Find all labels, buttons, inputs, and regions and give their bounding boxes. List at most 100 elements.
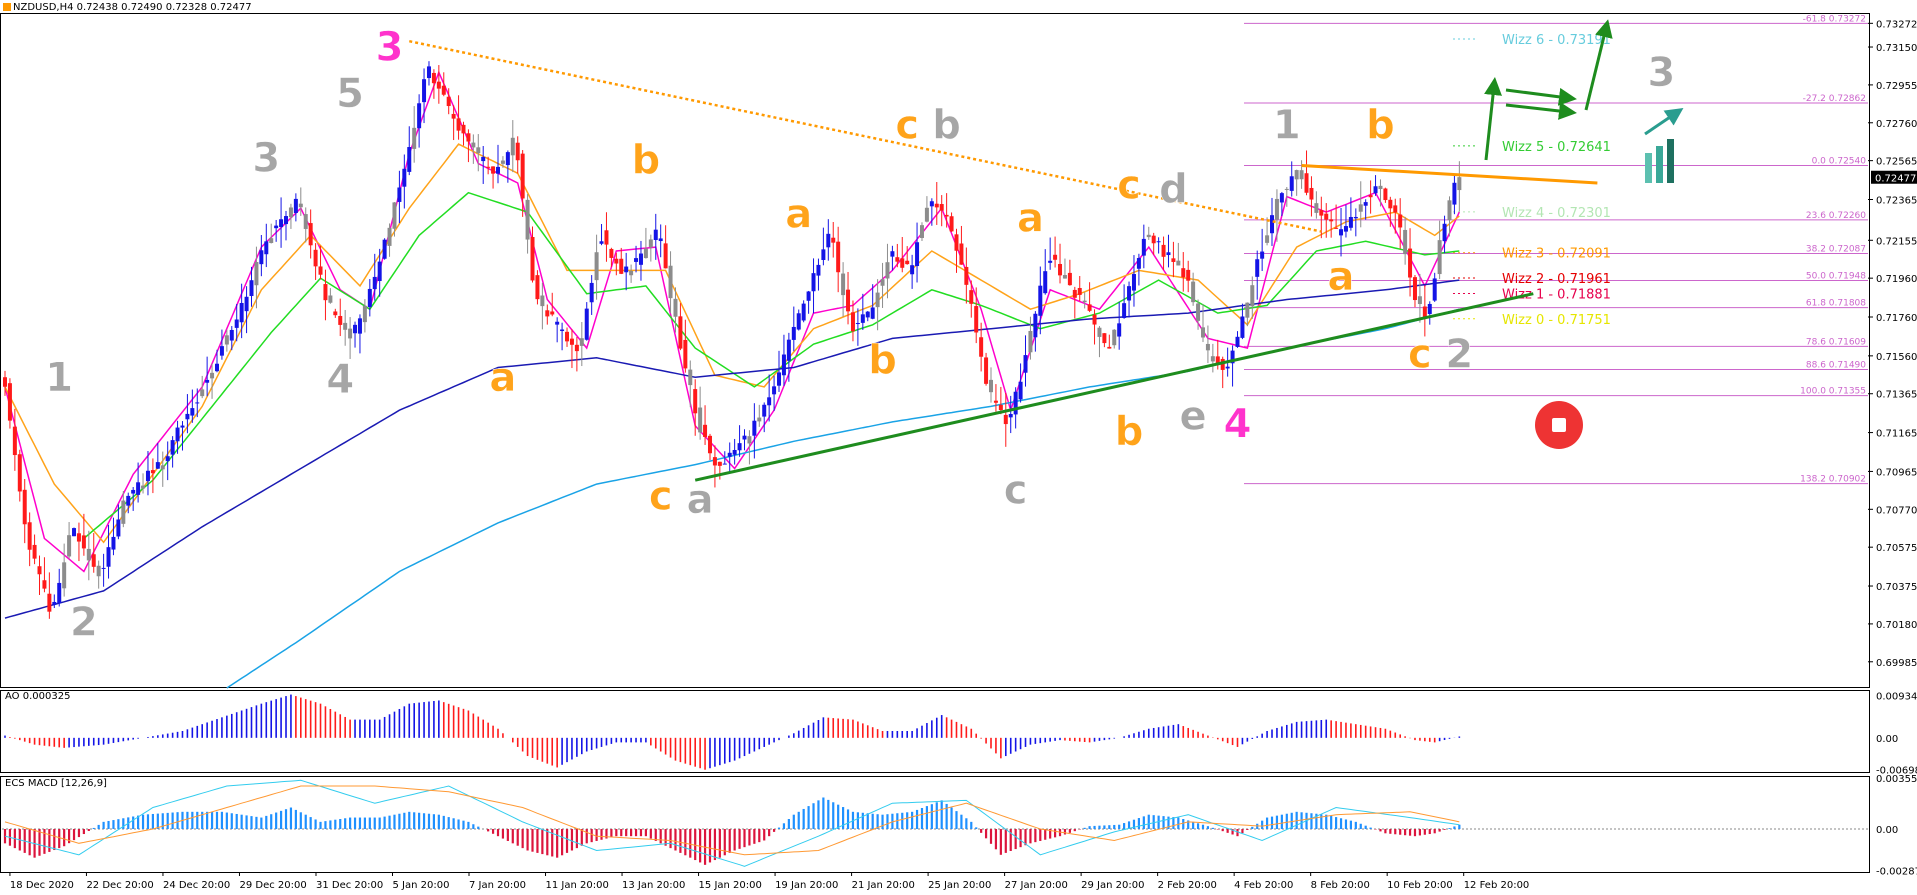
time-axis: 18 Dec 2020 22 Dec 20:00 24 Dec 20:00 29 De… <box>9 872 1529 891</box>
wave-label: a <box>1017 196 1044 242</box>
candle-body <box>446 96 451 107</box>
fib-label: 88.6 0.71490 <box>1806 360 1866 370</box>
candle-body <box>62 562 67 589</box>
macd-tick-label: -0.002878 <box>1876 866 1917 877</box>
candle-body <box>244 296 249 312</box>
candle-body <box>1072 289 1077 298</box>
candle-body <box>555 321 560 325</box>
y-tick-label: 0.71165 <box>1876 429 1917 440</box>
x-tick-label: 31 Dec 20:00 <box>316 880 383 891</box>
candle-body <box>224 335 229 345</box>
candle-body <box>688 369 693 386</box>
candle-body <box>737 443 742 451</box>
candle-body <box>653 229 658 240</box>
candle-body <box>1013 391 1018 415</box>
ao-tick-label: 0.00934 <box>1876 691 1917 702</box>
candle-body <box>801 303 806 321</box>
candle-body <box>1378 185 1383 190</box>
candle-body <box>47 593 52 612</box>
y-tick-label: 0.71560 <box>1876 352 1917 363</box>
candle-body <box>895 257 900 262</box>
wizz-label: Wizz 4 - 0.72301 <box>1502 206 1611 221</box>
wave-label: a <box>1328 254 1355 300</box>
candle-body <box>1062 275 1067 279</box>
candle-body <box>96 565 101 577</box>
candle-body <box>407 147 412 172</box>
candle-body <box>298 203 303 208</box>
candle-body <box>1131 274 1136 291</box>
candle-body <box>900 258 905 268</box>
candle-body <box>984 357 989 384</box>
candle-body <box>993 400 998 403</box>
candle-body <box>584 308 589 340</box>
fib-label: 23.6 0.72260 <box>1806 211 1866 221</box>
y-tick-label: 0.73272 <box>1876 19 1917 30</box>
candle-body <box>1393 205 1398 213</box>
candle-body <box>500 160 505 164</box>
candle-body <box>101 567 106 569</box>
candle-body <box>111 536 116 550</box>
trendline-resistance-dotted <box>409 39 1322 233</box>
wizz-levels: Wizz 6 - 0.73191 Wizz 5 - 0.72641 Wizz 4 -… <box>1453 33 1611 328</box>
candle-body <box>505 152 510 166</box>
candle-body <box>259 250 264 265</box>
candle-body <box>939 204 944 211</box>
candle-body <box>200 389 205 397</box>
candle-body <box>1432 278 1437 301</box>
candle-body <box>634 258 639 262</box>
candle-body <box>205 379 210 383</box>
candle-body <box>1166 252 1171 256</box>
candle-body <box>712 457 717 466</box>
candle-body <box>1398 214 1403 228</box>
candle-body <box>1358 204 1363 212</box>
wave-label: b <box>932 102 961 148</box>
candle-body <box>767 397 772 406</box>
candle-body <box>417 103 422 129</box>
candle-body <box>471 142 476 148</box>
candle-body <box>1289 176 1294 191</box>
candle-body <box>1274 198 1279 220</box>
candle-body <box>1146 234 1151 238</box>
candle-body <box>979 337 984 357</box>
candle-body <box>569 338 574 345</box>
candle-body <box>658 238 663 242</box>
candle-body <box>1196 303 1201 321</box>
y-tick-label: 0.70180 <box>1876 620 1917 631</box>
candle-body <box>1457 177 1462 191</box>
candle-body <box>1353 216 1358 219</box>
candle-body <box>7 383 12 421</box>
candle-body <box>1240 316 1245 338</box>
candle-body <box>1122 303 1127 319</box>
candle-body <box>382 239 387 259</box>
x-tick-label: 25 Jan 20:00 <box>928 880 991 891</box>
candle-body <box>850 312 855 332</box>
candle-body <box>481 156 486 162</box>
trendlines <box>409 39 1598 482</box>
candle-body <box>722 463 727 465</box>
y-tick-label: 0.70770 <box>1876 505 1917 516</box>
chart-title: NZDUSD,H4 0.72438 0.72490 0.72328 0.7247… <box>3 2 252 13</box>
candle-body <box>717 461 722 466</box>
candle-body <box>1417 296 1422 305</box>
trend-arrow-icon <box>1644 107 1684 136</box>
candle-body <box>870 307 875 319</box>
wave-label: a <box>687 477 714 523</box>
candle-body <box>57 582 62 604</box>
candle-body <box>678 316 683 349</box>
candle-body <box>520 153 525 199</box>
candle-body <box>293 198 298 213</box>
candle-body <box>777 372 782 386</box>
wave-label: c <box>1117 163 1141 209</box>
candle-body <box>1102 333 1107 344</box>
x-tick-label: 18 Dec 2020 <box>10 880 74 891</box>
candle-body <box>1215 356 1220 365</box>
bars-icon <box>1667 139 1674 183</box>
fib-label: 50.0 0.71948 <box>1806 271 1866 281</box>
wave-label: b <box>868 337 897 383</box>
ao-title: AO 0.000325 <box>5 691 71 702</box>
y-tick-label: 0.70375 <box>1876 582 1917 593</box>
wave-label: 1 <box>1273 102 1301 148</box>
candle-body <box>1403 229 1408 255</box>
y-tick-label: 0.72955 <box>1876 81 1917 92</box>
